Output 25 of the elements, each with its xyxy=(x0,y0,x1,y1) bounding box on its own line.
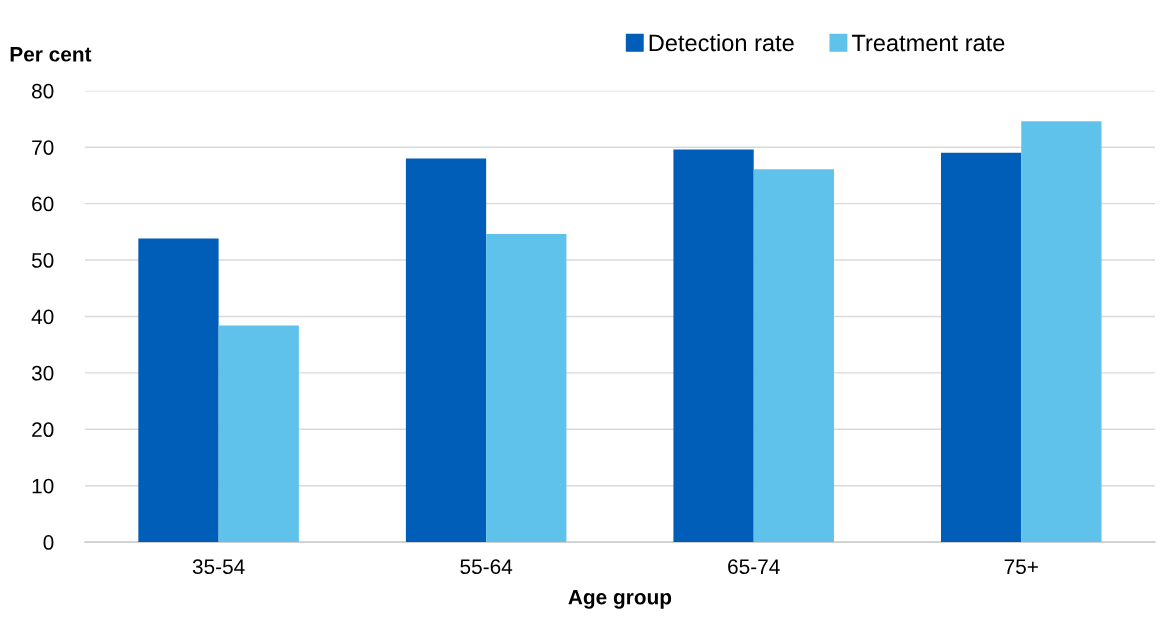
y-tick-label: 40 xyxy=(31,309,54,325)
y-tick-label: 20 xyxy=(32,422,54,438)
y-tick-label: 30 xyxy=(31,365,54,381)
bar xyxy=(940,152,1022,543)
y-tick-label: 70 xyxy=(32,140,54,155)
bar xyxy=(138,238,219,543)
y-axis-title: Per cent xyxy=(10,47,92,62)
x-tick-label: 55-64 xyxy=(460,559,513,575)
y-tick-label: 80 xyxy=(32,83,54,99)
bar xyxy=(218,325,299,543)
bar xyxy=(486,234,567,543)
bar xyxy=(673,149,754,543)
y-tick-label: 10 xyxy=(32,478,54,494)
x-tick-label: 75+ xyxy=(1004,559,1038,575)
y-tick-label: 50 xyxy=(31,253,54,268)
legend-label: Detection rate xyxy=(649,33,794,52)
bar xyxy=(1021,121,1102,543)
x-tick-label: 35-54 xyxy=(192,559,245,575)
y-tick-label: 0 xyxy=(43,535,54,550)
y-tick-label: 60 xyxy=(32,196,54,212)
bar xyxy=(753,169,834,543)
legend-label: Treatment rate xyxy=(851,34,1005,52)
x-axis-title: Age group xyxy=(568,589,672,609)
x-tick-label: 65-74 xyxy=(728,559,780,575)
bar xyxy=(405,158,487,543)
